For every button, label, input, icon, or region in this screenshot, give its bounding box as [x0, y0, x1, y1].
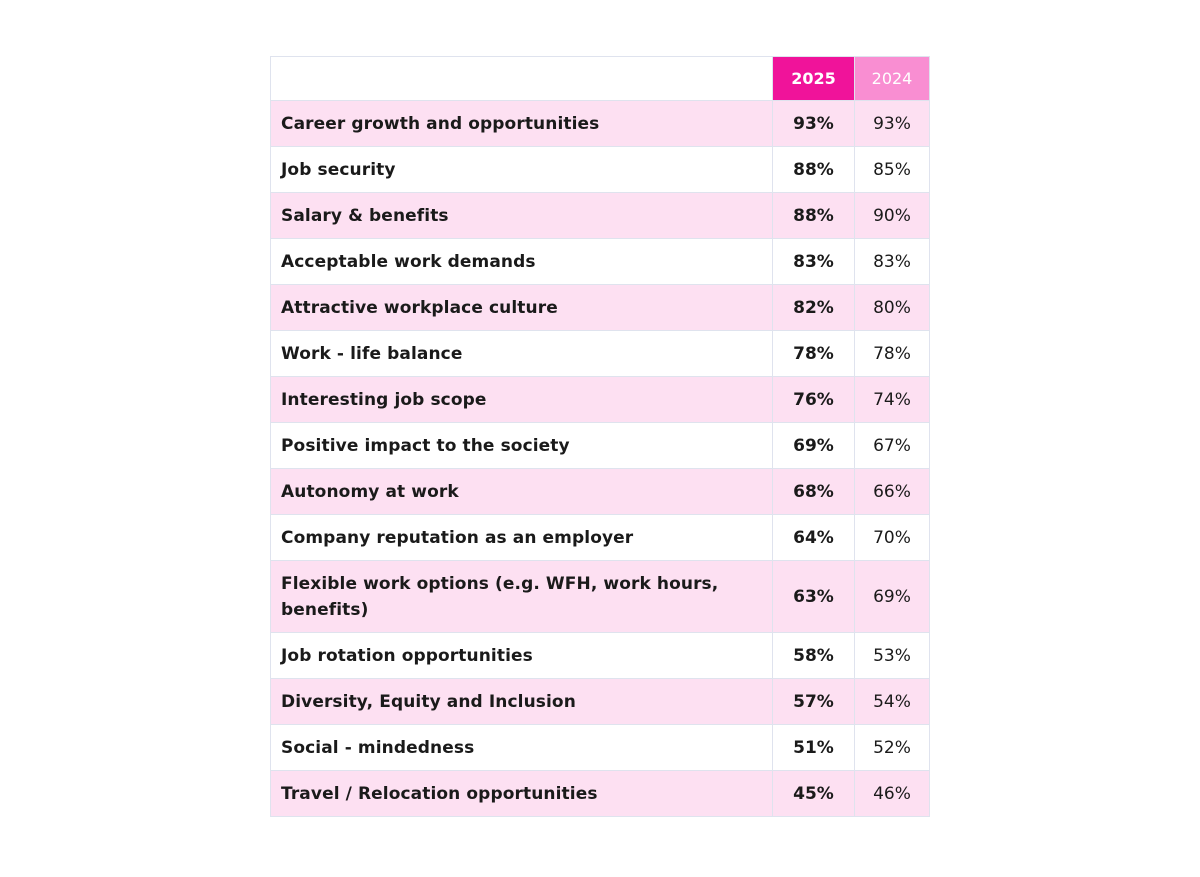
table-row: Acceptable work demands 83% 83%: [270, 238, 930, 285]
value-2025: 76%: [772, 376, 855, 423]
row-label: Job rotation opportunities: [270, 632, 773, 679]
value-2024: 69%: [854, 560, 930, 633]
value-2024: 70%: [854, 514, 930, 561]
header-2024: 2024: [854, 56, 930, 101]
row-label: Diversity, Equity and Inclusion: [270, 678, 773, 725]
row-label: Interesting job scope: [270, 376, 773, 423]
header-blank-cell: [270, 56, 773, 101]
table-row: Career growth and opportunities 93% 93%: [270, 100, 930, 147]
table-row: Flexible work options (e.g. WFH, work ho…: [270, 560, 930, 633]
value-2025: 45%: [772, 770, 855, 817]
header-2025: 2025: [772, 56, 855, 101]
row-label: Travel / Relocation opportunities: [270, 770, 773, 817]
value-2024: 67%: [854, 422, 930, 469]
value-2025: 58%: [772, 632, 855, 679]
table-row: Job rotation opportunities 58% 53%: [270, 632, 930, 679]
value-2024: 78%: [854, 330, 930, 377]
value-2024: 66%: [854, 468, 930, 515]
value-2024: 85%: [854, 146, 930, 193]
table-row: Travel / Relocation opportunities 45% 46%: [270, 770, 930, 817]
row-label: Work - life balance: [270, 330, 773, 377]
row-label: Career growth and opportunities: [270, 100, 773, 147]
row-label: Autonomy at work: [270, 468, 773, 515]
value-2025: 68%: [772, 468, 855, 515]
value-2025: 57%: [772, 678, 855, 725]
row-label: Social - mindedness: [270, 724, 773, 771]
value-2025: 88%: [772, 146, 855, 193]
table-body: Career growth and opportunities 93% 93% Job…: [270, 100, 930, 817]
value-2025: 93%: [772, 100, 855, 147]
value-2024: 74%: [854, 376, 930, 423]
value-2024: 54%: [854, 678, 930, 725]
value-2024: 93%: [854, 100, 930, 147]
row-label: Salary & benefits: [270, 192, 773, 239]
value-2025: 83%: [772, 238, 855, 285]
value-2024: 80%: [854, 284, 930, 331]
table-row: Positive impact to the society 69% 67%: [270, 422, 930, 469]
table-row: Interesting job scope 76% 74%: [270, 376, 930, 423]
table-header-row: 2025 2024: [270, 56, 930, 101]
value-2025: 63%: [772, 560, 855, 633]
row-label: Acceptable work demands: [270, 238, 773, 285]
value-2024: 83%: [854, 238, 930, 285]
value-2024: 53%: [854, 632, 930, 679]
table-row: Social - mindedness 51% 52%: [270, 724, 930, 771]
value-2025: 51%: [772, 724, 855, 771]
row-label: Positive impact to the society: [270, 422, 773, 469]
table-row: Salary & benefits 88% 90%: [270, 192, 930, 239]
value-2025: 88%: [772, 192, 855, 239]
value-2025: 78%: [772, 330, 855, 377]
row-label: Attractive workplace culture: [270, 284, 773, 331]
value-2025: 69%: [772, 422, 855, 469]
table-row: Attractive workplace culture 82% 80%: [270, 284, 930, 331]
comparison-table: 2025 2024 Career growth and opportunitie…: [270, 56, 930, 817]
row-label: Company reputation as an employer: [270, 514, 773, 561]
row-label: Job security: [270, 146, 773, 193]
value-2025: 82%: [772, 284, 855, 331]
table-row: Diversity, Equity and Inclusion 57% 54%: [270, 678, 930, 725]
value-2024: 52%: [854, 724, 930, 771]
table-row: Company reputation as an employer 64% 70%: [270, 514, 930, 561]
row-label: Flexible work options (e.g. WFH, work ho…: [270, 560, 773, 633]
value-2024: 90%: [854, 192, 930, 239]
value-2025: 64%: [772, 514, 855, 561]
table-row: Job security 88% 85%: [270, 146, 930, 193]
table-row: Work - life balance 78% 78%: [270, 330, 930, 377]
table-row: Autonomy at work 68% 66%: [270, 468, 930, 515]
value-2024: 46%: [854, 770, 930, 817]
